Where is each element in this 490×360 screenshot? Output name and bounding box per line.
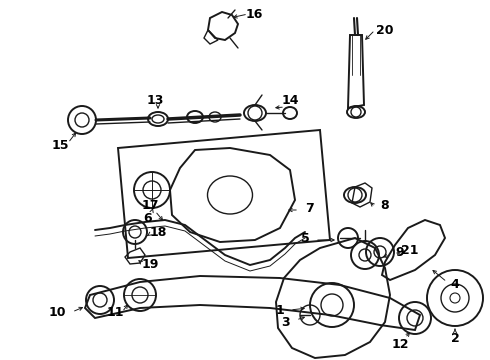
Text: 5: 5 (301, 231, 309, 244)
Text: 10: 10 (48, 306, 66, 319)
Text: 17: 17 (141, 198, 159, 212)
Text: 21: 21 (401, 243, 419, 257)
Text: 15: 15 (51, 139, 69, 152)
Text: 6: 6 (144, 212, 152, 225)
Text: 8: 8 (381, 198, 390, 212)
Text: 1: 1 (275, 303, 284, 316)
Text: 4: 4 (451, 279, 459, 292)
Text: 20: 20 (376, 23, 394, 36)
Text: 19: 19 (141, 258, 159, 271)
Text: 2: 2 (451, 332, 459, 345)
Text: 18: 18 (149, 225, 167, 239)
Text: 12: 12 (391, 338, 409, 351)
Text: 13: 13 (147, 94, 164, 107)
Text: 3: 3 (281, 315, 289, 328)
Text: 14: 14 (281, 94, 299, 107)
Text: 7: 7 (306, 202, 315, 215)
Text: 9: 9 (396, 246, 404, 258)
Text: 16: 16 (245, 8, 263, 21)
Text: 11: 11 (106, 306, 124, 319)
